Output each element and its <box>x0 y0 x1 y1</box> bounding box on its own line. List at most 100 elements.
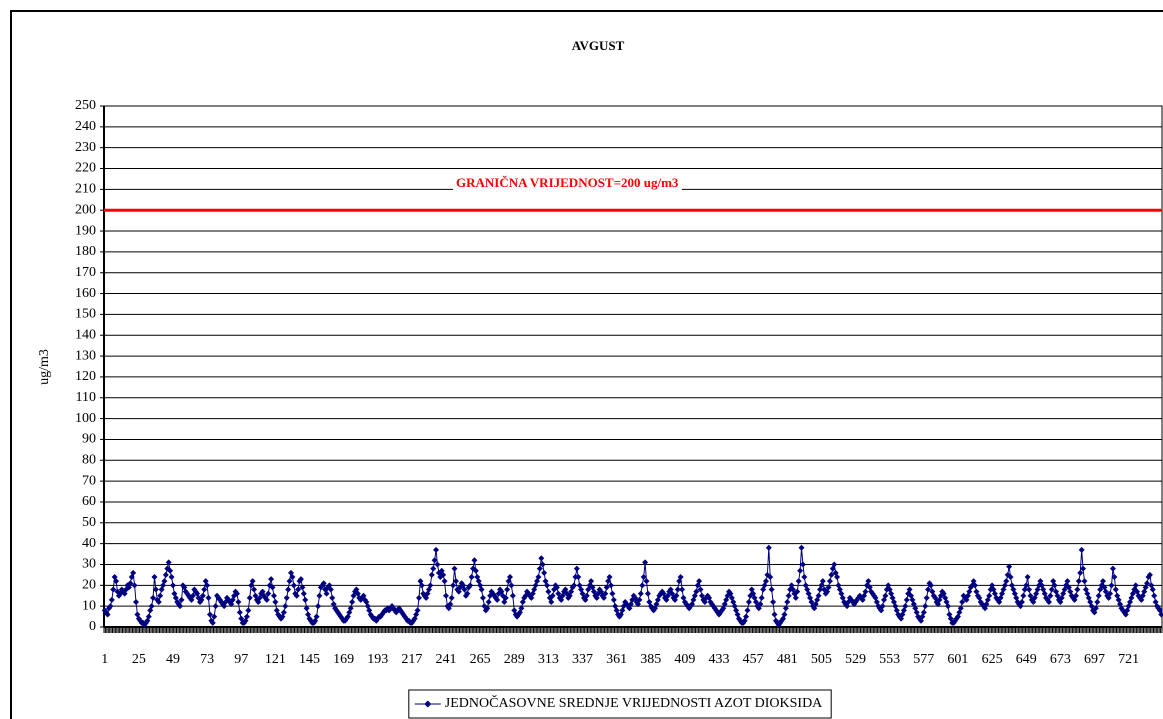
data-point <box>293 592 300 599</box>
x-tick-label: 217 <box>401 652 422 667</box>
data-point <box>167 567 174 574</box>
data-point <box>502 594 509 601</box>
y-tick-label: 90 <box>82 432 96 447</box>
data-point <box>484 605 491 612</box>
data-point <box>290 582 297 589</box>
data-point <box>113 578 120 585</box>
y-tick-label: 70 <box>82 473 96 488</box>
data-point <box>1112 586 1119 593</box>
data-point <box>471 557 478 564</box>
data-point <box>243 613 250 620</box>
y-tick-label: 100 <box>75 411 96 426</box>
data-point <box>509 592 516 599</box>
data-point <box>124 582 131 589</box>
x-tick-label: 289 <box>504 652 525 667</box>
y-tick-label: 30 <box>82 557 96 572</box>
data-point <box>201 586 208 593</box>
data-point <box>145 613 152 620</box>
data-point <box>792 594 799 601</box>
data-point <box>643 578 650 585</box>
data-point <box>1018 598 1025 605</box>
data-point <box>673 592 680 599</box>
x-tick-label: 409 <box>674 652 695 667</box>
data-point <box>959 598 966 605</box>
x-tick-label: 481 <box>777 652 798 667</box>
y-tick-label: 250 <box>75 98 96 113</box>
x-tick-label: 97 <box>234 652 248 667</box>
data-point <box>1006 563 1013 570</box>
data-point <box>798 544 805 551</box>
data-point <box>831 561 838 568</box>
data-point <box>157 592 164 599</box>
threshold-label: GRANIČNA VRIJEDNOST=200 ug/m3 <box>456 175 679 190</box>
data-point <box>644 590 651 597</box>
data-point <box>1024 573 1031 580</box>
data-point <box>286 578 293 585</box>
data-point <box>285 586 292 593</box>
data-point <box>770 598 777 605</box>
data-point <box>209 619 216 626</box>
data-point <box>245 607 252 614</box>
data-point <box>1074 586 1081 593</box>
data-point <box>607 582 614 589</box>
data-point <box>205 594 212 601</box>
x-tick-label: 145 <box>299 652 320 667</box>
data-point <box>320 580 327 587</box>
y-tick-label: 230 <box>75 140 96 155</box>
data-point <box>920 609 927 616</box>
data-point <box>768 586 775 593</box>
x-tick-label: 553 <box>879 652 900 667</box>
data-point <box>1077 569 1084 576</box>
data-point <box>104 611 111 618</box>
data-point <box>272 598 279 605</box>
x-tick-label: 73 <box>200 652 214 667</box>
data-point <box>1092 605 1099 612</box>
data-point <box>199 592 206 599</box>
data-point <box>767 573 774 580</box>
data-point <box>785 592 792 599</box>
data-point <box>302 596 309 603</box>
data-point <box>535 573 542 580</box>
data-point <box>162 571 169 578</box>
data-point <box>297 576 304 583</box>
data-point <box>270 592 277 599</box>
data-point <box>826 578 833 585</box>
data-point <box>1020 592 1027 599</box>
x-tick-label: 193 <box>367 652 388 667</box>
data-point <box>794 588 801 595</box>
x-tick-label: 457 <box>743 652 764 667</box>
x-tick-label: 529 <box>845 652 866 667</box>
data-point <box>108 596 115 603</box>
data-point <box>1045 598 1052 605</box>
data-point <box>300 590 307 597</box>
y-tick-label: 190 <box>75 223 96 238</box>
data-point <box>906 586 913 593</box>
data-point <box>461 586 468 593</box>
data-point <box>609 590 616 597</box>
x-tick-label: 169 <box>333 652 354 667</box>
data-point <box>485 598 492 605</box>
data-point <box>677 573 684 580</box>
data-point <box>1007 573 1014 580</box>
data-point <box>283 594 290 601</box>
data-point <box>553 584 560 591</box>
data-point <box>1047 592 1054 599</box>
data-point <box>815 592 822 599</box>
legend-label: JEDNOČASOVNE SREDNJE VRIJEDNOSTI AZOT DI… <box>445 694 823 711</box>
data-point <box>944 603 951 610</box>
plot-area <box>103 105 1163 628</box>
data-point <box>282 603 289 610</box>
y-tick-label: 160 <box>75 286 96 301</box>
data-point <box>168 573 175 580</box>
y-tick-label: 60 <box>82 494 96 509</box>
data-point <box>957 605 964 612</box>
x-tick-label: 649 <box>1016 652 1037 667</box>
data-point <box>606 573 613 580</box>
data-point <box>236 609 243 616</box>
data-point <box>131 582 138 589</box>
data-point <box>536 565 543 572</box>
data-point <box>573 565 580 572</box>
data-point <box>538 555 545 562</box>
